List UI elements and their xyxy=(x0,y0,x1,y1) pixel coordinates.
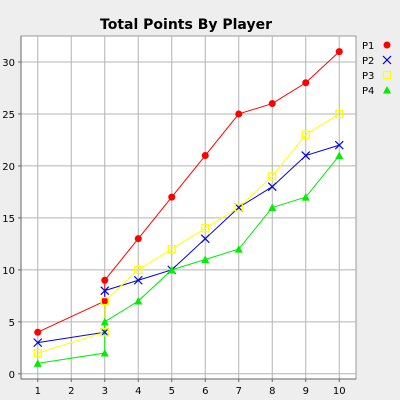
data-point-p3 xyxy=(335,109,344,119)
legend-label-p1: P1 xyxy=(362,41,374,52)
data-point-p1 xyxy=(101,297,109,305)
data-point-p4 xyxy=(301,193,310,201)
data-point-p2 xyxy=(133,275,143,285)
x-tick-label: 2 xyxy=(68,386,74,397)
data-point-p2 xyxy=(33,338,43,348)
x-tick-label: 4 xyxy=(135,386,141,397)
y-tick-label: 30 xyxy=(2,58,15,69)
x-tick-label: 8 xyxy=(269,386,275,397)
y-tick-label: 15 xyxy=(2,214,15,225)
data-point-p2 xyxy=(334,140,344,150)
data-point-p2 xyxy=(100,327,110,337)
data-point-p4 xyxy=(33,359,42,367)
data-point-p1 xyxy=(302,79,310,87)
data-point-p2 xyxy=(301,151,311,160)
data-point-p4 xyxy=(268,203,277,211)
data-point-p1 xyxy=(101,276,109,284)
data-point-p2 xyxy=(234,203,244,212)
y-tick-label: 0 xyxy=(9,370,15,381)
grid xyxy=(21,36,356,379)
y-tick-label: 5 xyxy=(9,318,15,329)
data-point-p4 xyxy=(100,317,109,326)
legend-label-p3: P3 xyxy=(362,71,374,82)
data-point-p3 xyxy=(33,348,42,358)
data-point-p3 xyxy=(201,224,210,233)
x-tick-label: 3 xyxy=(102,386,108,397)
data-point-p3 xyxy=(268,172,277,181)
data-point-p1 xyxy=(268,100,276,108)
data-point-p2 xyxy=(200,234,210,244)
x-tick-label: 7 xyxy=(236,386,242,397)
data-point-p2 xyxy=(100,286,110,296)
data-point-p3 xyxy=(134,265,143,275)
series-line-p3 xyxy=(37,113,340,354)
x-tick-label: 1 xyxy=(35,386,41,397)
series-line-p4 xyxy=(37,155,340,364)
y-tick-label: 10 xyxy=(2,266,15,277)
series-markers xyxy=(33,48,344,367)
legend-marker-p2 xyxy=(382,55,392,65)
x-tick-label: 9 xyxy=(303,386,309,397)
data-point-p1 xyxy=(34,328,42,336)
data-point-p4 xyxy=(167,265,176,274)
data-point-p4 xyxy=(201,255,210,263)
data-point-p1 xyxy=(335,48,343,56)
legend-marker-p4 xyxy=(383,86,391,94)
x-tick-label: 6 xyxy=(202,386,208,397)
legend-marker-p3 xyxy=(382,70,392,80)
data-point-p4 xyxy=(100,349,109,357)
data-point-p3 xyxy=(301,130,310,139)
chart-title: Total Points By Player xyxy=(100,17,272,33)
legend-marker-p1 xyxy=(383,41,391,49)
data-point-p1 xyxy=(134,235,142,243)
legend-label-p4: P4 xyxy=(362,86,374,97)
x-tick-label: 5 xyxy=(169,386,175,397)
legend: P1 P2 P3 P4 xyxy=(362,41,392,97)
data-point-p4 xyxy=(335,151,344,160)
y-tick-label: 20 xyxy=(2,162,15,173)
data-point-p3 xyxy=(234,203,243,212)
data-point-p3 xyxy=(167,244,176,254)
legend-label-p2: P2 xyxy=(362,56,374,67)
data-point-p3 xyxy=(100,328,109,337)
y-tick-label: 25 xyxy=(2,110,15,121)
data-point-p4 xyxy=(134,297,143,305)
data-point-p1 xyxy=(235,110,243,118)
x-tick-label: 10 xyxy=(333,386,346,397)
data-point-p3 xyxy=(100,296,109,306)
data-point-p4 xyxy=(234,245,243,253)
data-point-p1 xyxy=(201,152,209,160)
data-point-p1 xyxy=(168,193,176,201)
data-point-p2 xyxy=(267,182,277,192)
tick-labels: 1 2 3 4 5 6 7 8 9 10 0 5 10 15 20 25 30 xyxy=(2,58,345,397)
